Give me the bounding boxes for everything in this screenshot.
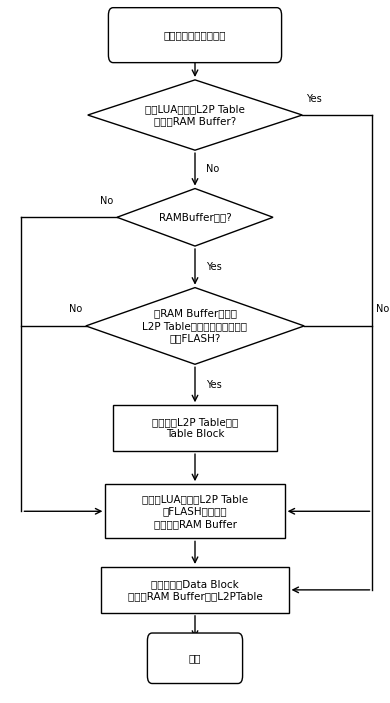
Bar <box>101 567 289 613</box>
Text: No: No <box>206 165 219 174</box>
Bar <box>113 405 277 451</box>
Text: Yes: Yes <box>306 93 322 103</box>
Polygon shape <box>88 80 302 150</box>
Polygon shape <box>117 188 273 246</box>
Polygon shape <box>86 288 304 364</box>
Bar <box>105 484 285 538</box>
Text: Yes: Yes <box>206 262 222 272</box>
Text: No: No <box>69 304 82 314</box>
Text: 完成: 完成 <box>189 653 201 663</box>
FancyBboxPatch shape <box>147 633 243 683</box>
Text: 数据随机写入命令发生: 数据随机写入命令发生 <box>164 30 226 40</box>
Text: RAMBuffer已满?: RAMBuffer已满? <box>159 212 231 222</box>
Text: Yes: Yes <box>206 380 222 389</box>
Text: 将数据写入Data Block
并更新RAM Buffer上的L2PTable: 将数据写入Data Block 并更新RAM Buffer上的L2PTable <box>128 579 262 601</box>
Text: 将当前LUA所属的L2P Table
从FLASH读取出来
并放置于RAM Buffer: 将当前LUA所属的L2P Table 从FLASH读取出来 并放置于RAM Bu… <box>142 494 248 529</box>
Text: 从RAM Buffer选一个
L2P Table淘汰并判断是否需要
写入FLASH?: 从RAM Buffer选一个 L2P Table淘汰并判断是否需要 写入FLAS… <box>142 309 248 343</box>
Text: No: No <box>100 196 113 206</box>
FancyBboxPatch shape <box>108 8 282 63</box>
Text: 将淘汰的L2P Table写入
Table Block: 将淘汰的L2P Table写入 Table Block <box>152 417 238 439</box>
Text: No: No <box>376 304 390 314</box>
Text: 查询LUA所属的L2P Table
是否在RAM Buffer?: 查询LUA所属的L2P Table 是否在RAM Buffer? <box>145 104 245 127</box>
